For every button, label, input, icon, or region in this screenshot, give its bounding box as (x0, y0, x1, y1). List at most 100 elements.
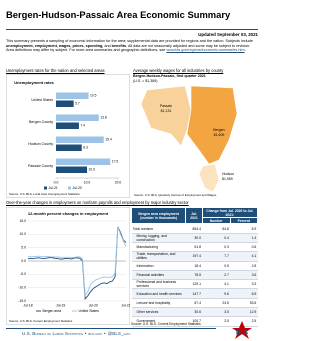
table-row: Leisure and hospitality 67.4 23.5 53.5 (131, 298, 258, 309)
row-label: Government (131, 316, 186, 327)
table-cell: 6.9 (230, 288, 258, 299)
table-cell: 9.6 (202, 288, 231, 299)
x-tick-label: Jul-21 (121, 303, 130, 307)
page: { "header": {"title": "Bergen-Hudson-Pas… (6, 9, 259, 339)
row-label: Information (131, 261, 186, 271)
summary: This summary presents a sampling of econ… (6, 39, 258, 53)
bar (56, 166, 87, 173)
table-cell: 3.6 (230, 270, 258, 281)
legend-label: United States (79, 309, 100, 313)
county-wage: $1,609 (214, 133, 225, 137)
table-cell: 2.7 (202, 270, 231, 281)
summary-bold: unemployment, employment, wages, prices,… (6, 43, 104, 48)
footer-agency: U.S. Bureau of Labor Statistics (22, 331, 83, 336)
table-row: Professional and business services 129.1 4… (131, 279, 258, 290)
summary-bold: benefits (111, 43, 127, 48)
table-source: Source: U.S. BLS, Current Employment Sta… (131, 322, 202, 326)
footer: U.S. Bureau of Labor Statistics • bls.gov •… (22, 331, 132, 336)
y-tick-label: 5.0 (21, 246, 26, 250)
value-label: 17.5 (112, 160, 119, 164)
table-header: Percent (229, 217, 259, 225)
bar (56, 122, 79, 129)
map-note: (U.S. = $1,389) (133, 79, 158, 83)
row-label: Total nonfarm (131, 223, 186, 234)
y-tick-label: 15.0 (19, 219, 26, 223)
value-label: 15.4 (105, 138, 112, 142)
table-cell: 53.5 (230, 298, 258, 309)
line-series (27, 226, 127, 298)
table-cell: 1.4 (230, 233, 258, 243)
table-header: Jul. 2021 (185, 206, 203, 225)
summary-text: This summary presents a sampling of econ… (6, 39, 253, 43)
table-cell: 100.7 (185, 316, 203, 327)
table-cell: 12.9 (230, 307, 258, 318)
footer-rule (6, 328, 216, 329)
row-label: Financial activities (131, 270, 186, 281)
row-label: Other services (131, 307, 186, 318)
chart-source: Source: U.S. BLS, Local Area Unemploymen… (9, 192, 81, 196)
x-tick-label: Jul-19 (56, 303, 65, 307)
table-cell: 78.5 (185, 270, 203, 281)
logo-text: BLS (236, 331, 248, 337)
summary-text: . (244, 48, 246, 53)
value-label: 10.5 (90, 94, 97, 98)
footer-site[interactable]: bls.gov (88, 331, 103, 336)
table-header: Change from Jul. 2020 to Jul. 2021: (201, 206, 259, 219)
table-cell: 129.1 (185, 279, 203, 290)
county-wage: $1,959 (222, 177, 233, 181)
table-row: Trade, transportation, and utilities 197.… (131, 251, 258, 262)
county-name: Hudson (222, 172, 234, 176)
footer-separator: • (104, 331, 106, 336)
table-cell: 3.3 (230, 279, 258, 290)
bar (56, 158, 111, 165)
summary-text: and (103, 43, 112, 48)
x-tick-label: Jul-18 (23, 303, 32, 307)
row-label: Leisure and hospitality (131, 298, 186, 309)
updated-date: Updated September 03, 2021 (198, 32, 258, 37)
table-cell: 3.5 (202, 307, 231, 318)
summary-text: . All data are not seasonally adjusted a… (6, 43, 251, 53)
x-tick-label: 10.0 (84, 180, 91, 184)
table-subtitle: (number in thousands) (140, 215, 178, 220)
chart-title: Unemployment rates (14, 80, 54, 85)
table-cell: 4.1 (230, 251, 258, 262)
section-heading: Over-the-year changes in employment on n… (6, 200, 189, 205)
summary-link[interactable]: www.bls.gov/regions/economic-summaries.h… (166, 48, 245, 53)
county-bergen (186, 85, 238, 165)
y-tick-label: -15.0 (18, 299, 26, 303)
footer-handle[interactable]: @BLS_gov (107, 331, 131, 336)
row-label: Professional and business services (131, 279, 186, 290)
category-label: Bergen County (29, 120, 53, 124)
legend-label: Bergen area (43, 309, 62, 313)
value-label: 13.8 (100, 116, 107, 120)
table-cell: 23.5 (202, 298, 231, 309)
table-cell: 2.8 (230, 261, 258, 271)
table-row: Other services 30.6 3.5 12.9 (131, 307, 258, 318)
chart-title: 12-month percent changes in employment (28, 211, 109, 216)
legend-label: Jul-20 (73, 186, 82, 190)
table-row: Financial activities 78.5 2.7 3.6 (131, 270, 258, 281)
table-cell: 30.6 (185, 307, 203, 318)
chart-source: Source: U.S. BLS, Current Employment Sta… (9, 319, 73, 323)
x-tick-label: 20.0 (115, 180, 122, 184)
table-cell: 6.9 (230, 223, 258, 234)
table-row: Manufacturing 51.8 0.3 0.6 (131, 242, 258, 253)
table-title-cell: Bergen area employment (number in thousan… (130, 206, 187, 225)
wage-map: Passaic $1,131 Bergen $1,609 Hudson $1,9… (134, 85, 238, 197)
y-tick-label: 0.0 (21, 259, 26, 263)
legend-swatch (44, 186, 47, 190)
row-label: Education and health services (131, 288, 186, 299)
table-cell: 197.4 (185, 251, 203, 262)
table-cell: 2.5 (202, 316, 231, 327)
table-cell: 0.4 (202, 233, 231, 243)
chart-frame (6, 207, 130, 325)
county-name: Passaic (160, 104, 173, 108)
table-cell: 0.5 (202, 261, 231, 271)
table-cell: 18.4 (185, 261, 203, 271)
table-cell: 51.8 (185, 242, 203, 253)
county-wage: $1,131 (161, 109, 172, 113)
bls-logo: BLS (232, 321, 252, 339)
category-label: Passaic County (28, 164, 53, 168)
row-label: Mining, logging, and construction (131, 233, 186, 243)
county-hudson (198, 163, 220, 193)
